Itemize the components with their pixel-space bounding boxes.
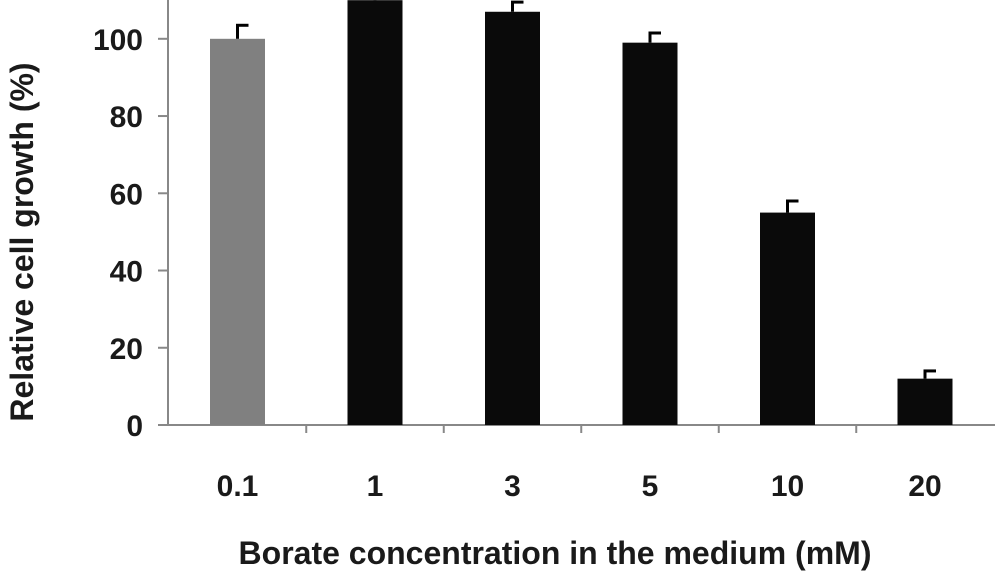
x-tick-label-20: 20 <box>908 470 941 503</box>
y-tick-label-20: 20 <box>110 333 143 366</box>
y-tick-label-0: 0 <box>126 410 143 443</box>
bar-10 <box>760 212 815 425</box>
bar-1 <box>347 0 403 426</box>
bar-5 <box>622 42 678 426</box>
x-tick-label-10: 10 <box>771 470 804 503</box>
x-tick-label-3: 3 <box>504 470 521 503</box>
plot-area: 0 20 40 60 80 100 0.1 1 3 5 10 20 <box>93 0 995 503</box>
bar-20 <box>897 378 953 425</box>
bar-0.1 <box>210 38 265 426</box>
y-tick-label-40: 40 <box>110 256 143 289</box>
x-axis-title: Borate concentration in the medium (mM) <box>239 535 872 571</box>
x-tick-label-0.1: 0.1 <box>217 470 259 503</box>
y-tick-label-80: 80 <box>110 101 143 134</box>
x-tick-label-1: 1 <box>367 470 384 503</box>
bar-3 <box>485 11 540 426</box>
y-tick-label-60: 60 <box>110 178 143 211</box>
y-axis-title: Relative cell growth (%) <box>4 62 40 421</box>
x-tick-label-5: 5 <box>642 470 659 503</box>
y-tick-label-100: 100 <box>93 24 143 57</box>
